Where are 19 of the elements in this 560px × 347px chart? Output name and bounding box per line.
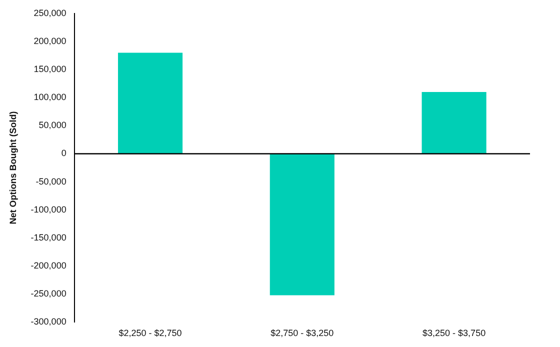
y-tick-label: -300,000 xyxy=(30,316,66,327)
x-tick-label: $2,750 - $3,250 xyxy=(270,328,334,338)
y-tick-label: -150,000 xyxy=(30,232,66,242)
y-tick-label: 100,000 xyxy=(34,92,66,102)
y-tick-label: 0 xyxy=(61,148,66,158)
x-tick-label: $2,250 - $2,750 xyxy=(118,328,182,338)
y-tick-label: -100,000 xyxy=(30,204,66,214)
y-tick-label: -250,000 xyxy=(30,288,66,299)
y-tick-label: -50,000 xyxy=(36,176,66,186)
bar xyxy=(270,154,334,296)
y-tick-label: 200,000 xyxy=(34,36,66,46)
y-tick-label: -200,000 xyxy=(30,260,66,271)
x-tick-label: $3,250 - $3,750 xyxy=(422,328,486,338)
y-tick-label: 250,000 xyxy=(34,8,66,18)
bar xyxy=(118,52,183,154)
y-axis-title: Net Options Bought (Sold) xyxy=(8,111,18,224)
bar xyxy=(422,92,486,154)
y-tick-label: 150,000 xyxy=(34,64,66,74)
y-tick-label: 50,000 xyxy=(38,120,66,130)
